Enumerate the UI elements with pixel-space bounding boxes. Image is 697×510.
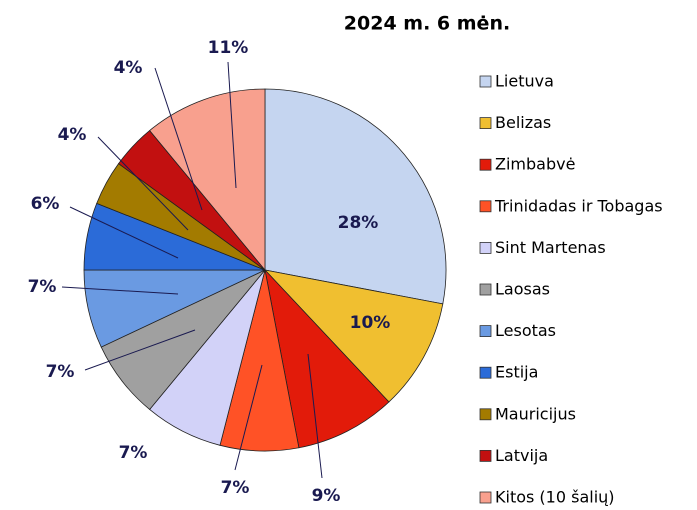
legend-label: Estija <box>495 363 538 382</box>
data-label: 11% <box>208 38 249 58</box>
legend-label: Latvija <box>495 446 548 465</box>
legend-swatch <box>479 241 492 254</box>
data-label: 7% <box>221 478 250 498</box>
leader-line <box>97 136 189 231</box>
legend-label: Mauricijus <box>495 404 576 423</box>
pie-slice <box>263 269 444 403</box>
legend-swatch <box>479 408 492 421</box>
leader-line <box>234 364 263 471</box>
leader-line <box>307 353 323 479</box>
data-label: 7% <box>46 362 75 382</box>
data-label: 10% <box>350 313 391 333</box>
legend-swatch <box>479 200 492 213</box>
leader-line <box>61 286 179 295</box>
legend-label: Sint Martenas <box>495 238 606 257</box>
legend-swatch <box>479 117 492 129</box>
data-label: 7% <box>28 277 57 297</box>
data-label: 6% <box>31 194 60 214</box>
chart-title: 2024 m. 6 mėn. <box>344 13 510 35</box>
legend-label: Kitos (10 šalių) <box>495 488 615 507</box>
legend-swatch <box>479 158 492 171</box>
legend-label: Lesotas <box>495 321 556 340</box>
pie-slice <box>264 88 447 305</box>
legend-label: Lietuva <box>495 72 554 91</box>
legend-swatch <box>479 366 492 379</box>
data-label: 7% <box>119 443 148 463</box>
legend-label: Belizas <box>495 113 551 132</box>
leader-line <box>84 329 196 371</box>
data-label: 4% <box>58 125 87 145</box>
leader-line <box>154 67 203 211</box>
data-label: 4% <box>114 58 143 78</box>
legend-swatch <box>479 449 492 462</box>
data-label: 9% <box>312 486 341 506</box>
legend-swatch <box>479 283 492 296</box>
pie-slice <box>264 268 390 449</box>
legend-label: Laosas <box>495 280 550 299</box>
pie-slice <box>149 88 266 272</box>
legend-swatch <box>479 325 492 338</box>
legend-swatch <box>479 75 492 88</box>
legend-swatch <box>479 491 492 504</box>
leader-line <box>69 206 179 259</box>
leader-line <box>227 61 237 189</box>
legend-label: Trinidadas ir Tobagas <box>494 196 663 215</box>
data-label: 28% <box>338 213 379 233</box>
legend-label: Zimbabvė <box>495 155 575 174</box>
